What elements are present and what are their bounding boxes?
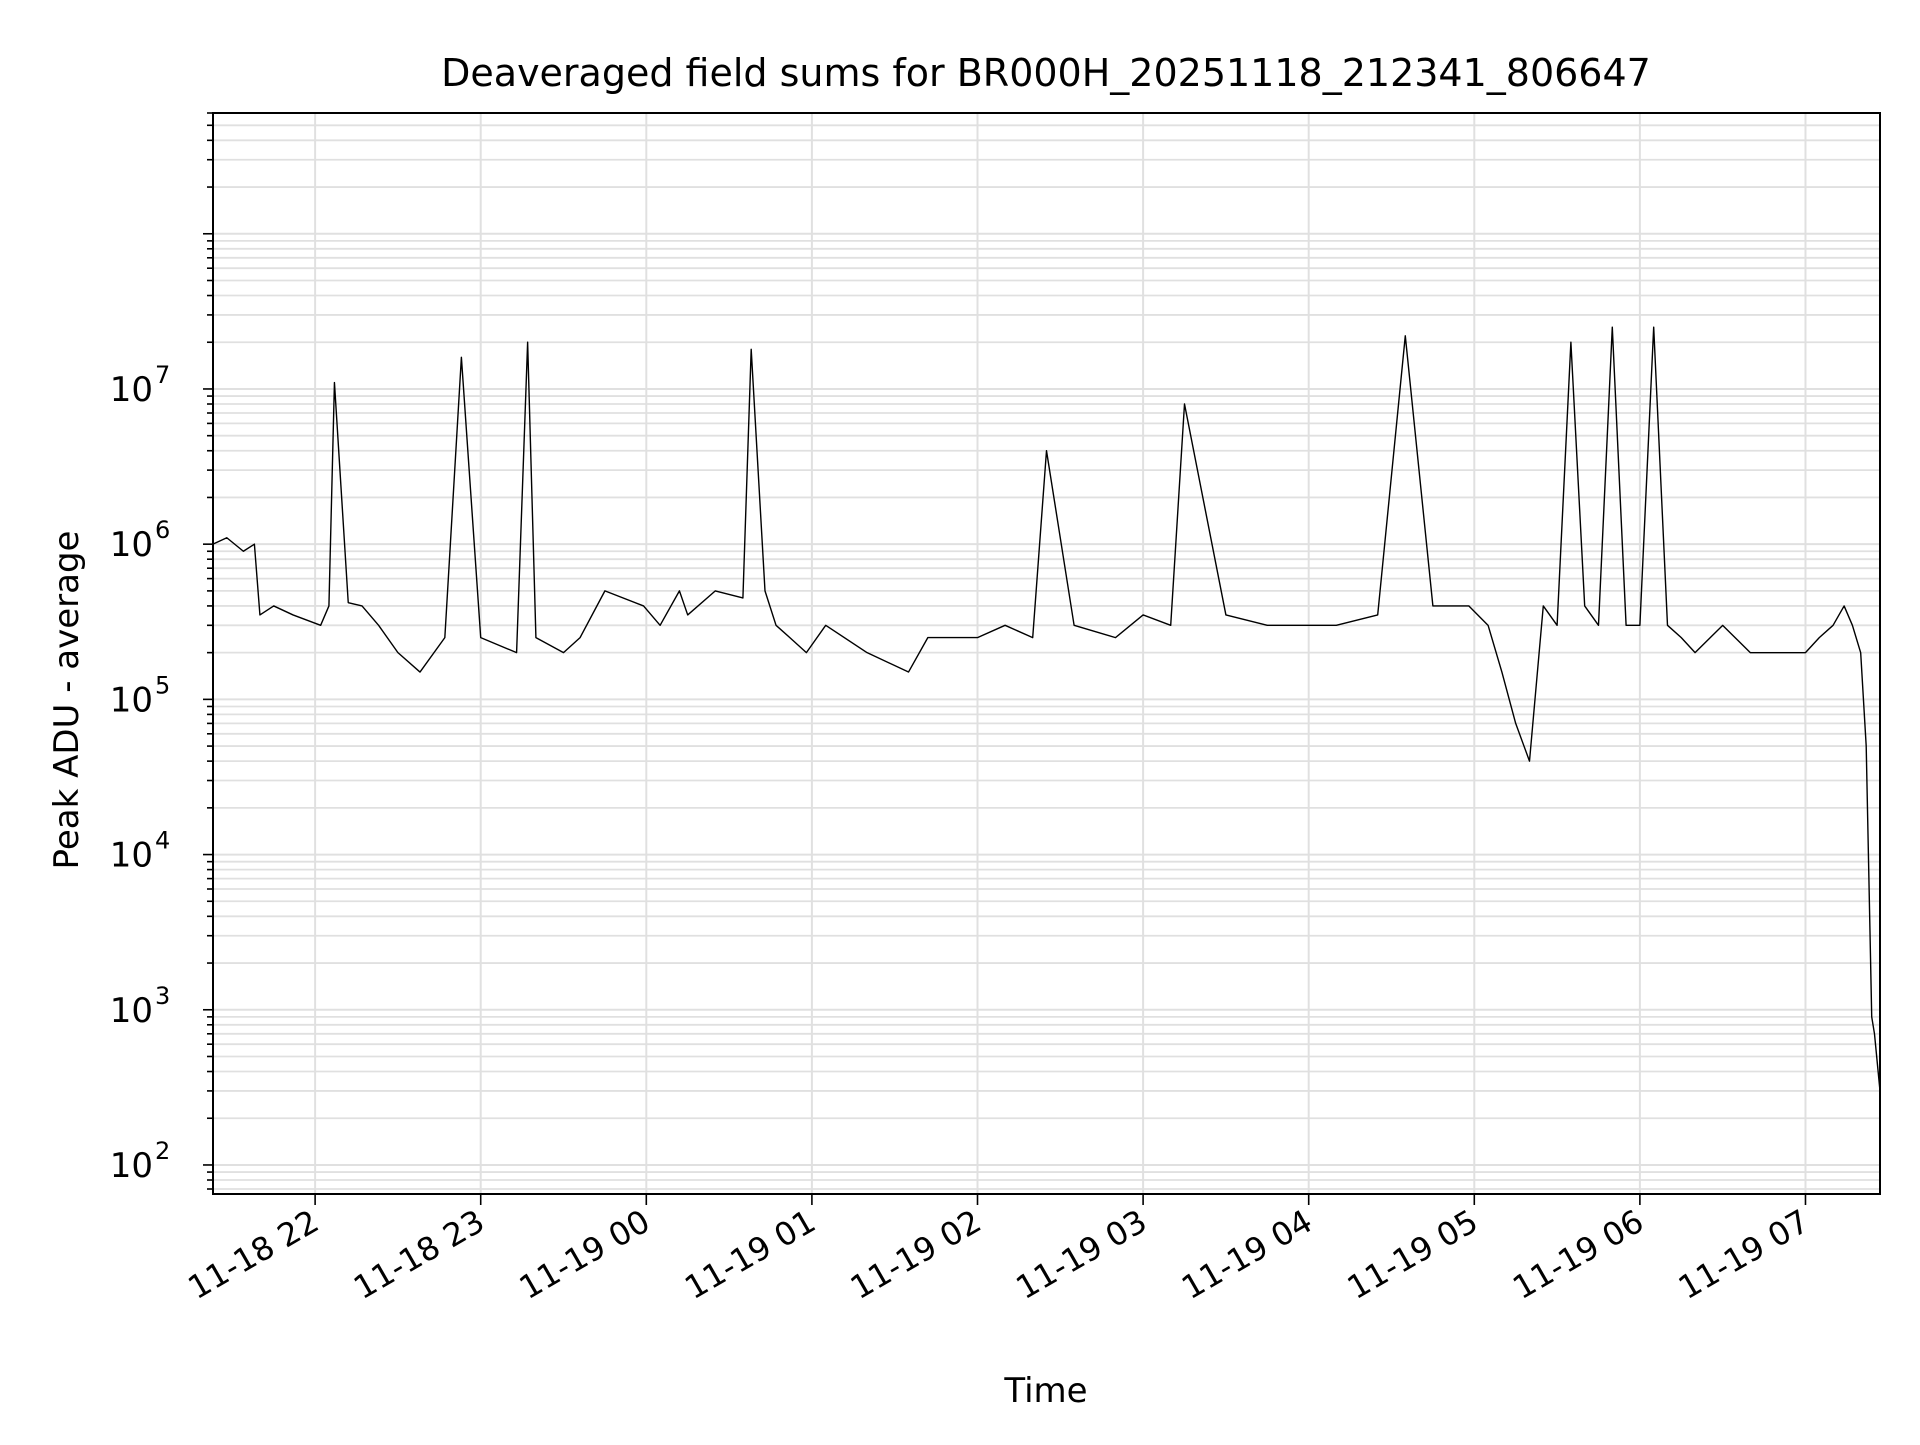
- y-tick-label: 10: [110, 680, 153, 720]
- y-tick-label: 10: [110, 991, 153, 1031]
- y-tick-exponent: 7: [155, 361, 170, 389]
- y-axis-label: Peak ADU - average: [47, 531, 87, 870]
- y-tick-exponent: 3: [155, 982, 170, 1010]
- x-axis-label: Time: [1003, 1371, 1087, 1411]
- y-tick-exponent: 6: [155, 516, 170, 544]
- series-line: [212, 326, 1881, 1091]
- chart-title: Deaveraged field sums for BR000H_2025111…: [441, 51, 1651, 95]
- y-tick-exponent: 4: [155, 827, 170, 855]
- grid-lines: [213, 112, 1880, 1194]
- y-tick-label: 10: [110, 525, 153, 565]
- y-tick-exponent: 5: [155, 671, 170, 699]
- plot-frame: [212, 112, 1881, 1195]
- y-tick-exponent: 2: [155, 1137, 170, 1165]
- y-tick-label: 10: [110, 1146, 153, 1186]
- data-series: [212, 326, 1881, 1091]
- y-tick-label: 10: [110, 370, 153, 410]
- y-tick-label: 10: [110, 836, 153, 876]
